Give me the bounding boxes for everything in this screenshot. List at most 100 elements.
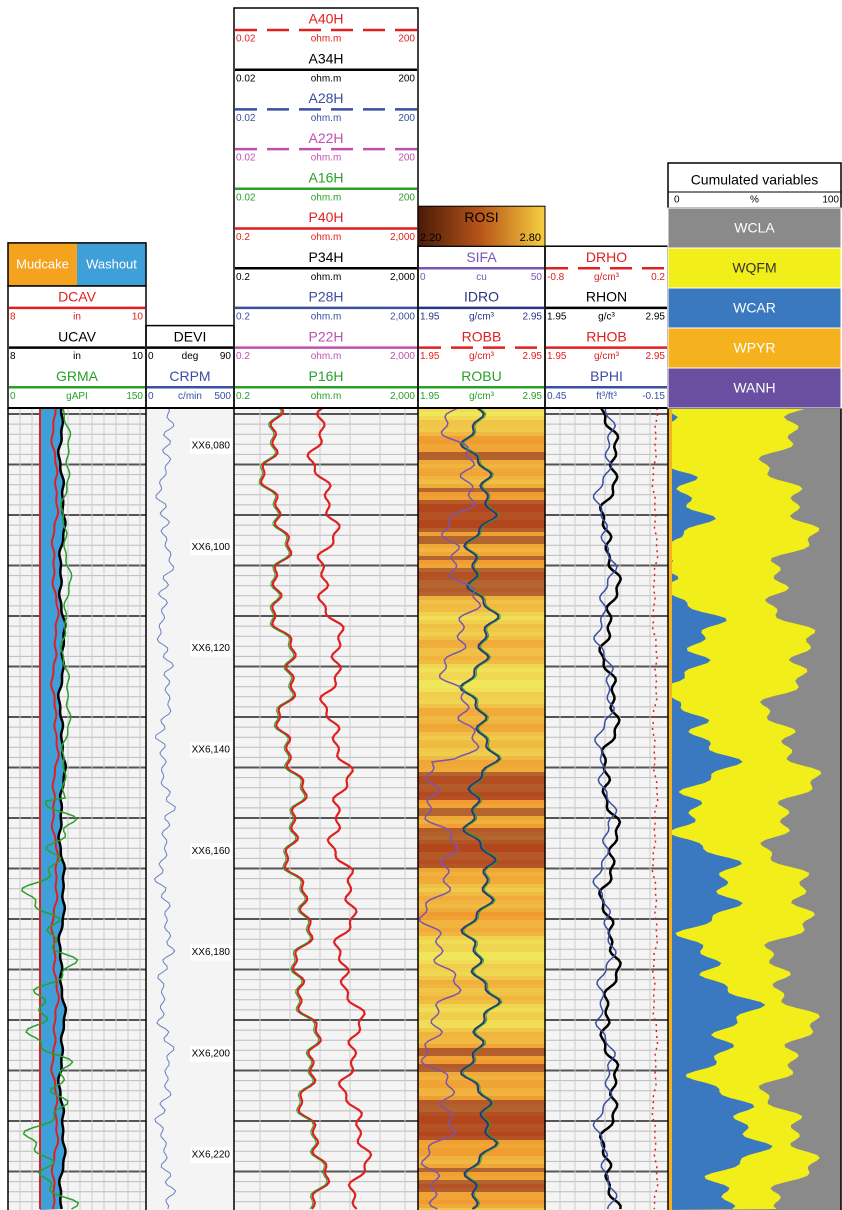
image-strip (418, 1148, 545, 1152)
image-strip (418, 440, 545, 444)
depth-label: XX6,200 (192, 1048, 231, 1059)
image-strip (418, 948, 545, 952)
scale-left: 0.02 (236, 153, 256, 164)
image-strip (418, 556, 545, 560)
scale-right: 2.80 (520, 232, 541, 244)
scale-unit: in (73, 312, 81, 323)
scale-unit: ohm.m (311, 153, 342, 164)
scale-right: 200 (398, 73, 415, 84)
scale-unit: ohm.m (311, 232, 342, 243)
image-strip (418, 600, 545, 604)
image-strip (418, 584, 545, 588)
scale-right: 10 (132, 312, 144, 323)
image-strip (418, 740, 545, 744)
curve-name: A22H (308, 130, 343, 146)
cumulated-title: Cumulated variables (691, 172, 819, 188)
image-strip (418, 436, 545, 440)
scale-left: 0.2 (236, 232, 250, 243)
image-strip (418, 560, 545, 564)
image-strip (418, 1084, 545, 1088)
scale-right: 200 (398, 34, 415, 45)
image-strip (418, 456, 545, 460)
scale-left: 0.2 (236, 351, 250, 362)
image-strip (418, 1124, 545, 1128)
image-strip (418, 904, 545, 908)
scale-left: 8 (10, 351, 16, 362)
image-strip (418, 744, 545, 748)
image-strip (418, 608, 545, 612)
image-strip (418, 1120, 545, 1124)
image-strip (418, 552, 545, 556)
scale-left: 0 (10, 391, 16, 402)
image-strip (418, 668, 545, 672)
image-strip (418, 992, 545, 996)
variable-name: WANH (733, 380, 775, 396)
image-strip (418, 696, 545, 700)
image-strip (418, 544, 545, 548)
image-strip (418, 716, 545, 720)
image-strip (418, 884, 545, 888)
image-strip (418, 736, 545, 740)
image-strip (418, 804, 545, 808)
depth-label: XX6,080 (192, 441, 231, 452)
image-strip (418, 512, 545, 516)
variable-name: WCLA (734, 220, 775, 236)
scale-right: -0.15 (642, 391, 665, 402)
image-strip (418, 448, 545, 452)
image-strip (418, 612, 545, 616)
curve-name: BPHI (590, 368, 623, 384)
image-strip (418, 580, 545, 584)
image-strip (418, 876, 545, 880)
image-strip (418, 996, 545, 1000)
image-strip (418, 1164, 545, 1168)
scale-right: 2.95 (523, 351, 543, 362)
image-strip (418, 460, 545, 464)
image-strip (418, 1144, 545, 1148)
curve-name: ROBU (461, 368, 501, 384)
scale-right: 2.95 (646, 351, 666, 362)
image-strip (418, 920, 545, 924)
scale-unit: % (750, 195, 759, 206)
image-strip (418, 972, 545, 976)
image-strip (418, 836, 545, 840)
image-strip (418, 984, 545, 988)
depth-label: XX6,120 (192, 643, 231, 654)
well-log: DCAV8in10UCAV8in10GRMA0gAPI150MudcakeWas… (0, 0, 842, 1210)
image-strip (418, 1096, 545, 1100)
scale-left: 0 (148, 391, 154, 402)
image-strip (418, 756, 545, 760)
scale-unit: ohm.m (311, 312, 342, 323)
scale-right: 2.95 (646, 312, 666, 323)
image-strip (418, 424, 545, 428)
scale-left: 0.2 (236, 272, 250, 283)
image-strip (418, 1128, 545, 1132)
scale-unit: ohm.m (311, 272, 342, 283)
image-strip (418, 1056, 545, 1060)
image-strip (418, 1196, 545, 1200)
scale-right: 2,000 (390, 391, 415, 402)
image-strip (418, 924, 545, 928)
legend-label: Mudcake (16, 256, 69, 271)
scale-unit: c/min (178, 391, 202, 402)
scale-left: 1.95 (420, 391, 440, 402)
scale-left: 0.02 (236, 34, 256, 45)
image-strip (418, 620, 545, 624)
image-strip (418, 1080, 545, 1084)
image-strip (418, 1064, 545, 1068)
image-strip (418, 680, 545, 684)
image-strip (418, 1132, 545, 1136)
image-strip (418, 900, 545, 904)
image-strip (418, 704, 545, 708)
image-strip (418, 1168, 545, 1172)
image-strip (418, 628, 545, 632)
image-strip (418, 1104, 545, 1108)
image-strip (418, 572, 545, 576)
image-strip (418, 692, 545, 696)
scale-unit: g/cm³ (594, 272, 620, 283)
image-strip (418, 856, 545, 860)
scale-right: 50 (531, 272, 543, 283)
image-strip (418, 1028, 545, 1032)
scale-unit: gAPI (66, 391, 88, 402)
scale-right: 200 (398, 192, 415, 203)
scale-right: 2,000 (390, 232, 415, 243)
